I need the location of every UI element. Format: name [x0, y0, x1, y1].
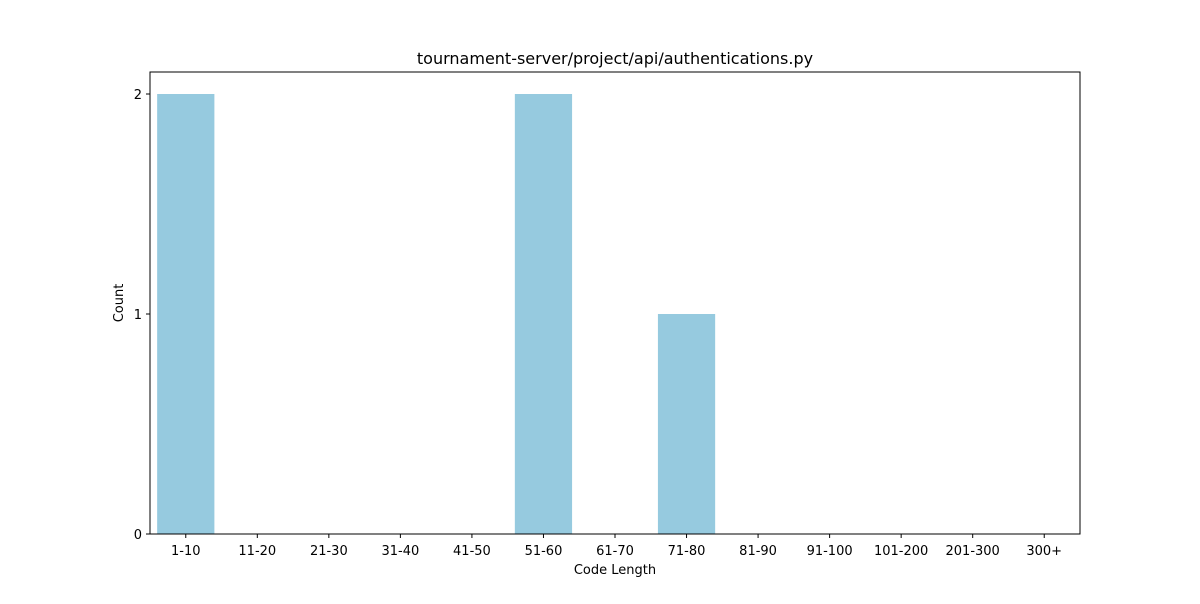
x-tick-label: 300+ [1026, 544, 1062, 559]
x-tick-label: 101-200 [874, 544, 928, 559]
y-tick-label: 0 [134, 528, 142, 543]
x-tick-label: 21-30 [310, 544, 348, 559]
x-tick-label: 71-80 [668, 544, 706, 559]
y-tick-label: 2 [134, 88, 142, 103]
x-tick-label: 61-70 [596, 544, 634, 559]
x-tick-label: 11-20 [238, 544, 276, 559]
x-tick-label: 51-60 [525, 544, 563, 559]
y-axis-ticks: 0 1 2 [134, 88, 150, 543]
y-axis-label: Count [112, 284, 127, 323]
bar-1-10 [157, 94, 215, 534]
bar-51-60 [514, 94, 573, 534]
chart-title: tournament-server/project/api/authentica… [417, 49, 813, 68]
x-tick-label: 31-40 [381, 544, 419, 559]
x-tick-label: 91-100 [807, 544, 853, 559]
x-tick-label: 81-90 [739, 544, 777, 559]
plot-frame [149, 71, 1081, 535]
bars-layer [157, 94, 716, 534]
x-axis-label: Code Length [574, 563, 656, 578]
x-tick-label: 41-50 [453, 544, 491, 559]
x-tick-label: 201-300 [946, 544, 1000, 559]
y-tick-label: 1 [134, 308, 142, 323]
bar-71-80 [657, 314, 716, 534]
x-axis-ticks: 1-10 11-20 21-30 31-40 41-50 51-60 61-70 71-80 8… [171, 534, 1062, 559]
x-tick-label: 1-10 [171, 544, 201, 559]
